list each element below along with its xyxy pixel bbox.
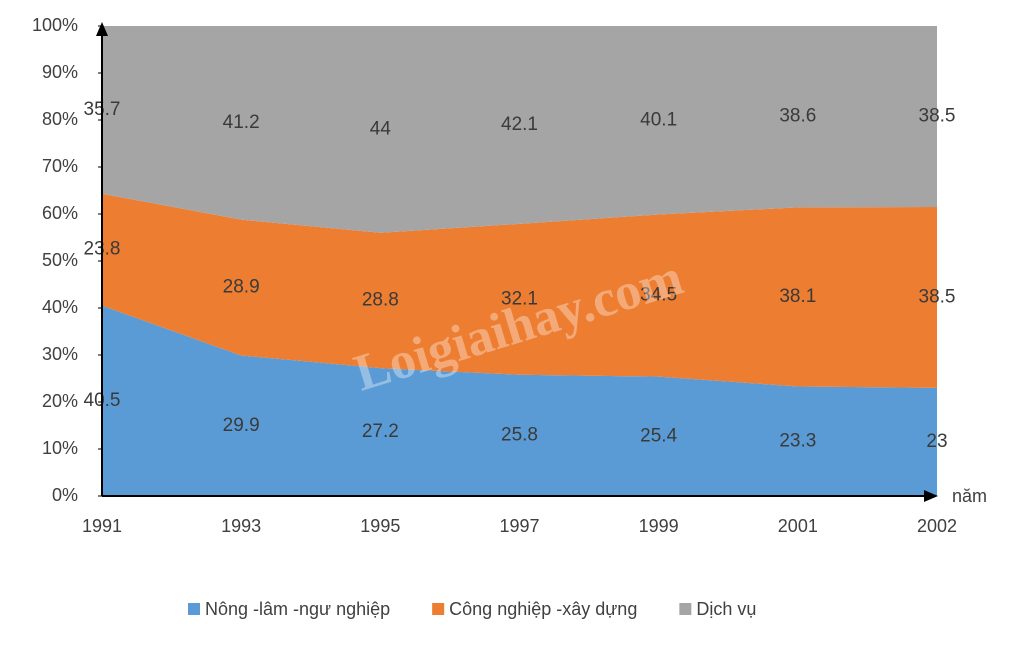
- data-label: 41.2: [223, 112, 260, 133]
- y-tick-label: 30%: [42, 344, 78, 364]
- legend-label: Dịch vụ: [696, 599, 756, 619]
- legend-swatch: [432, 603, 445, 615]
- y-tick-label: 20%: [42, 391, 78, 411]
- data-label: 44: [370, 118, 392, 139]
- area: [102, 193, 937, 388]
- area: [102, 26, 937, 233]
- x-axis-title: năm: [952, 486, 987, 506]
- data-label: 38.5: [919, 286, 956, 307]
- y-tick-label: 70%: [42, 156, 78, 176]
- x-tick-label: 2002: [917, 516, 957, 536]
- data-label: 28.8: [362, 289, 399, 310]
- area: [102, 305, 937, 496]
- x-tick-label: 1995: [360, 516, 400, 536]
- data-label: 38.5: [919, 105, 956, 126]
- data-label: 29.9: [223, 415, 260, 436]
- y-tick-label: 90%: [42, 62, 78, 82]
- legend-label: Công nghiệp -xây dựng: [449, 599, 637, 619]
- data-label: 25.8: [501, 424, 538, 445]
- x-tick-label: 2001: [778, 516, 818, 536]
- data-label: 23.3: [779, 430, 816, 451]
- y-tick-label: 100%: [32, 15, 78, 35]
- y-tick-label: 0%: [52, 485, 78, 505]
- data-label: 40.1: [640, 109, 677, 130]
- y-tick-label: 40%: [42, 297, 78, 317]
- y-tick-label: 80%: [42, 109, 78, 129]
- x-tick-label: 1991: [82, 516, 122, 536]
- data-label: 27.2: [362, 421, 399, 442]
- plot-areas: [102, 26, 937, 496]
- data-label: 25.4: [640, 425, 677, 446]
- y-tick-label: 60%: [42, 203, 78, 223]
- y-tick-label: 50%: [42, 250, 78, 270]
- data-label: 23: [926, 431, 947, 452]
- x-tick-label: 1999: [639, 516, 679, 536]
- data-label: 42.1: [501, 114, 538, 135]
- data-label: 38.6: [779, 106, 816, 127]
- y-axis-arrow: [96, 22, 108, 36]
- x-axis-arrow: [924, 490, 938, 502]
- legend-swatch: [679, 603, 692, 615]
- data-label: 34.5: [640, 285, 677, 306]
- legend-label: Nông -lâm -ngư nghiệp: [205, 599, 390, 619]
- y-tick-label: 10%: [42, 438, 78, 458]
- data-label: 38.1: [779, 286, 816, 307]
- legend-swatch: [188, 603, 200, 615]
- data-label: 32.1: [501, 288, 538, 309]
- x-tick-label: 1997: [499, 516, 539, 536]
- x-tick-label: 1993: [221, 516, 261, 536]
- data-label: 28.9: [223, 277, 260, 298]
